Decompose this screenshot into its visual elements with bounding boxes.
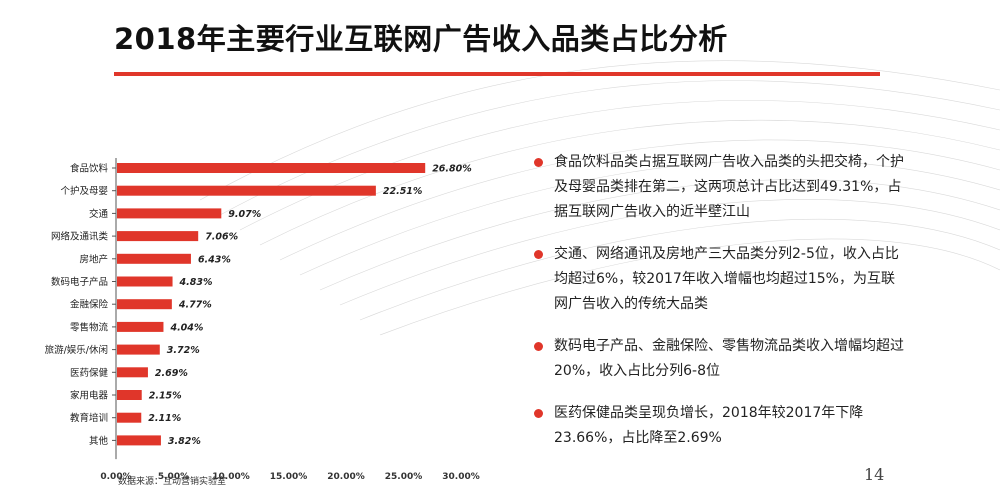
- value-label: 4.04%: [169, 322, 203, 333]
- bar: [117, 208, 222, 219]
- category-label: 家用电器: [70, 390, 109, 402]
- note-item: 交通、网络通讯及房地产三大品类分列2-5位，收入占比均超过6%，较2017年收入…: [534, 242, 904, 317]
- note-item: 数码电子产品、金融保险、零售物流品类收入增幅均超过20%，收入占比分列6-8位: [534, 334, 904, 384]
- bullet-dot-icon: [534, 409, 543, 418]
- x-tick-label: 0.00%: [100, 472, 131, 482]
- category-label: 教育培训: [70, 412, 108, 424]
- x-tick-label: 10.00%: [212, 472, 250, 482]
- category-label: 房地产: [79, 253, 108, 265]
- value-label: 6.43%: [198, 254, 231, 265]
- x-tick-label: 15.00%: [270, 472, 308, 482]
- x-tick-label: 30.00%: [442, 472, 480, 482]
- value-label: 9.07%: [228, 209, 261, 220]
- note-text: 数码电子产品、金融保险、零售物流品类收入增幅均超过20%，收入占比分列6-8位: [554, 338, 904, 379]
- value-label: 22.51%: [383, 186, 423, 197]
- value-label: 2.69%: [155, 368, 188, 379]
- page-title: 2018年主要行业互联网广告收入品类占比分析: [114, 22, 728, 56]
- x-tick-label: 5.00%: [158, 472, 189, 482]
- bullet-dot-icon: [534, 250, 543, 259]
- bar: [117, 163, 426, 173]
- category-label: 旅游/娱乐/休闲: [45, 344, 108, 356]
- value-label: 26.80%: [432, 164, 472, 175]
- note-text: 食品饮料品类占据互联网广告收入品类的头把交椅，个护及母婴品类排在第二，这两项总计…: [554, 154, 904, 220]
- bar: [117, 299, 172, 310]
- note-text: 交通、网络通讯及房地产三大品类分列2-5位，收入占比均超过6%，较2017年收入…: [554, 246, 899, 312]
- value-label: 3.72%: [167, 345, 200, 356]
- value-label: 4.83%: [179, 277, 213, 288]
- bar: [117, 185, 376, 196]
- bar: [117, 253, 191, 264]
- bar: [117, 367, 148, 378]
- bar: [117, 321, 164, 332]
- x-tick-label: 25.00%: [385, 472, 423, 482]
- category-label: 其他: [89, 435, 109, 447]
- value-label: 3.82%: [168, 436, 201, 447]
- bar: [117, 412, 142, 423]
- category-label: 零售物流: [70, 321, 109, 333]
- category-label: 食品饮料: [70, 163, 109, 175]
- value-label: 2.11%: [148, 413, 181, 424]
- note-text: 医药保健品类呈现负增长，2018年较2017年下降23.66%，占比降至2.69…: [554, 405, 864, 446]
- note-item: 医药保健品类呈现负增长，2018年较2017年下降23.66%，占比降至2.69…: [534, 401, 904, 451]
- bar: [117, 276, 173, 287]
- category-label: 交通: [89, 208, 109, 220]
- category-label: 个护及母婴: [60, 185, 108, 197]
- category-label: 数码电子产品: [51, 276, 108, 288]
- x-tick-label: 20.00%: [327, 472, 365, 482]
- bar: [117, 435, 161, 446]
- bullet-dot-icon: [534, 158, 543, 167]
- bar: [117, 390, 142, 400]
- value-label: 2.15%: [149, 391, 182, 402]
- value-label: 7.06%: [205, 232, 238, 243]
- category-label: 网络及通讯类: [51, 231, 109, 243]
- bar: [117, 231, 199, 242]
- analysis-notes: 食品饮料品类占据互联网广告收入品类的头把交椅，个护及母婴品类排在第二，这两项总计…: [534, 150, 904, 468]
- page-number: 14: [864, 465, 885, 484]
- title-underline: [114, 72, 880, 76]
- category-label: 金融保险: [70, 299, 109, 311]
- data-source-note: 数据来源：互动营销实验室: [118, 477, 227, 487]
- note-item: 食品饮料品类占据互联网广告收入品类的头把交椅，个护及母婴品类排在第二，这两项总计…: [534, 150, 904, 225]
- bullet-dot-icon: [534, 342, 543, 351]
- bar: [117, 344, 160, 355]
- category-label: 医药保健: [70, 367, 109, 379]
- value-label: 4.77%: [178, 300, 212, 311]
